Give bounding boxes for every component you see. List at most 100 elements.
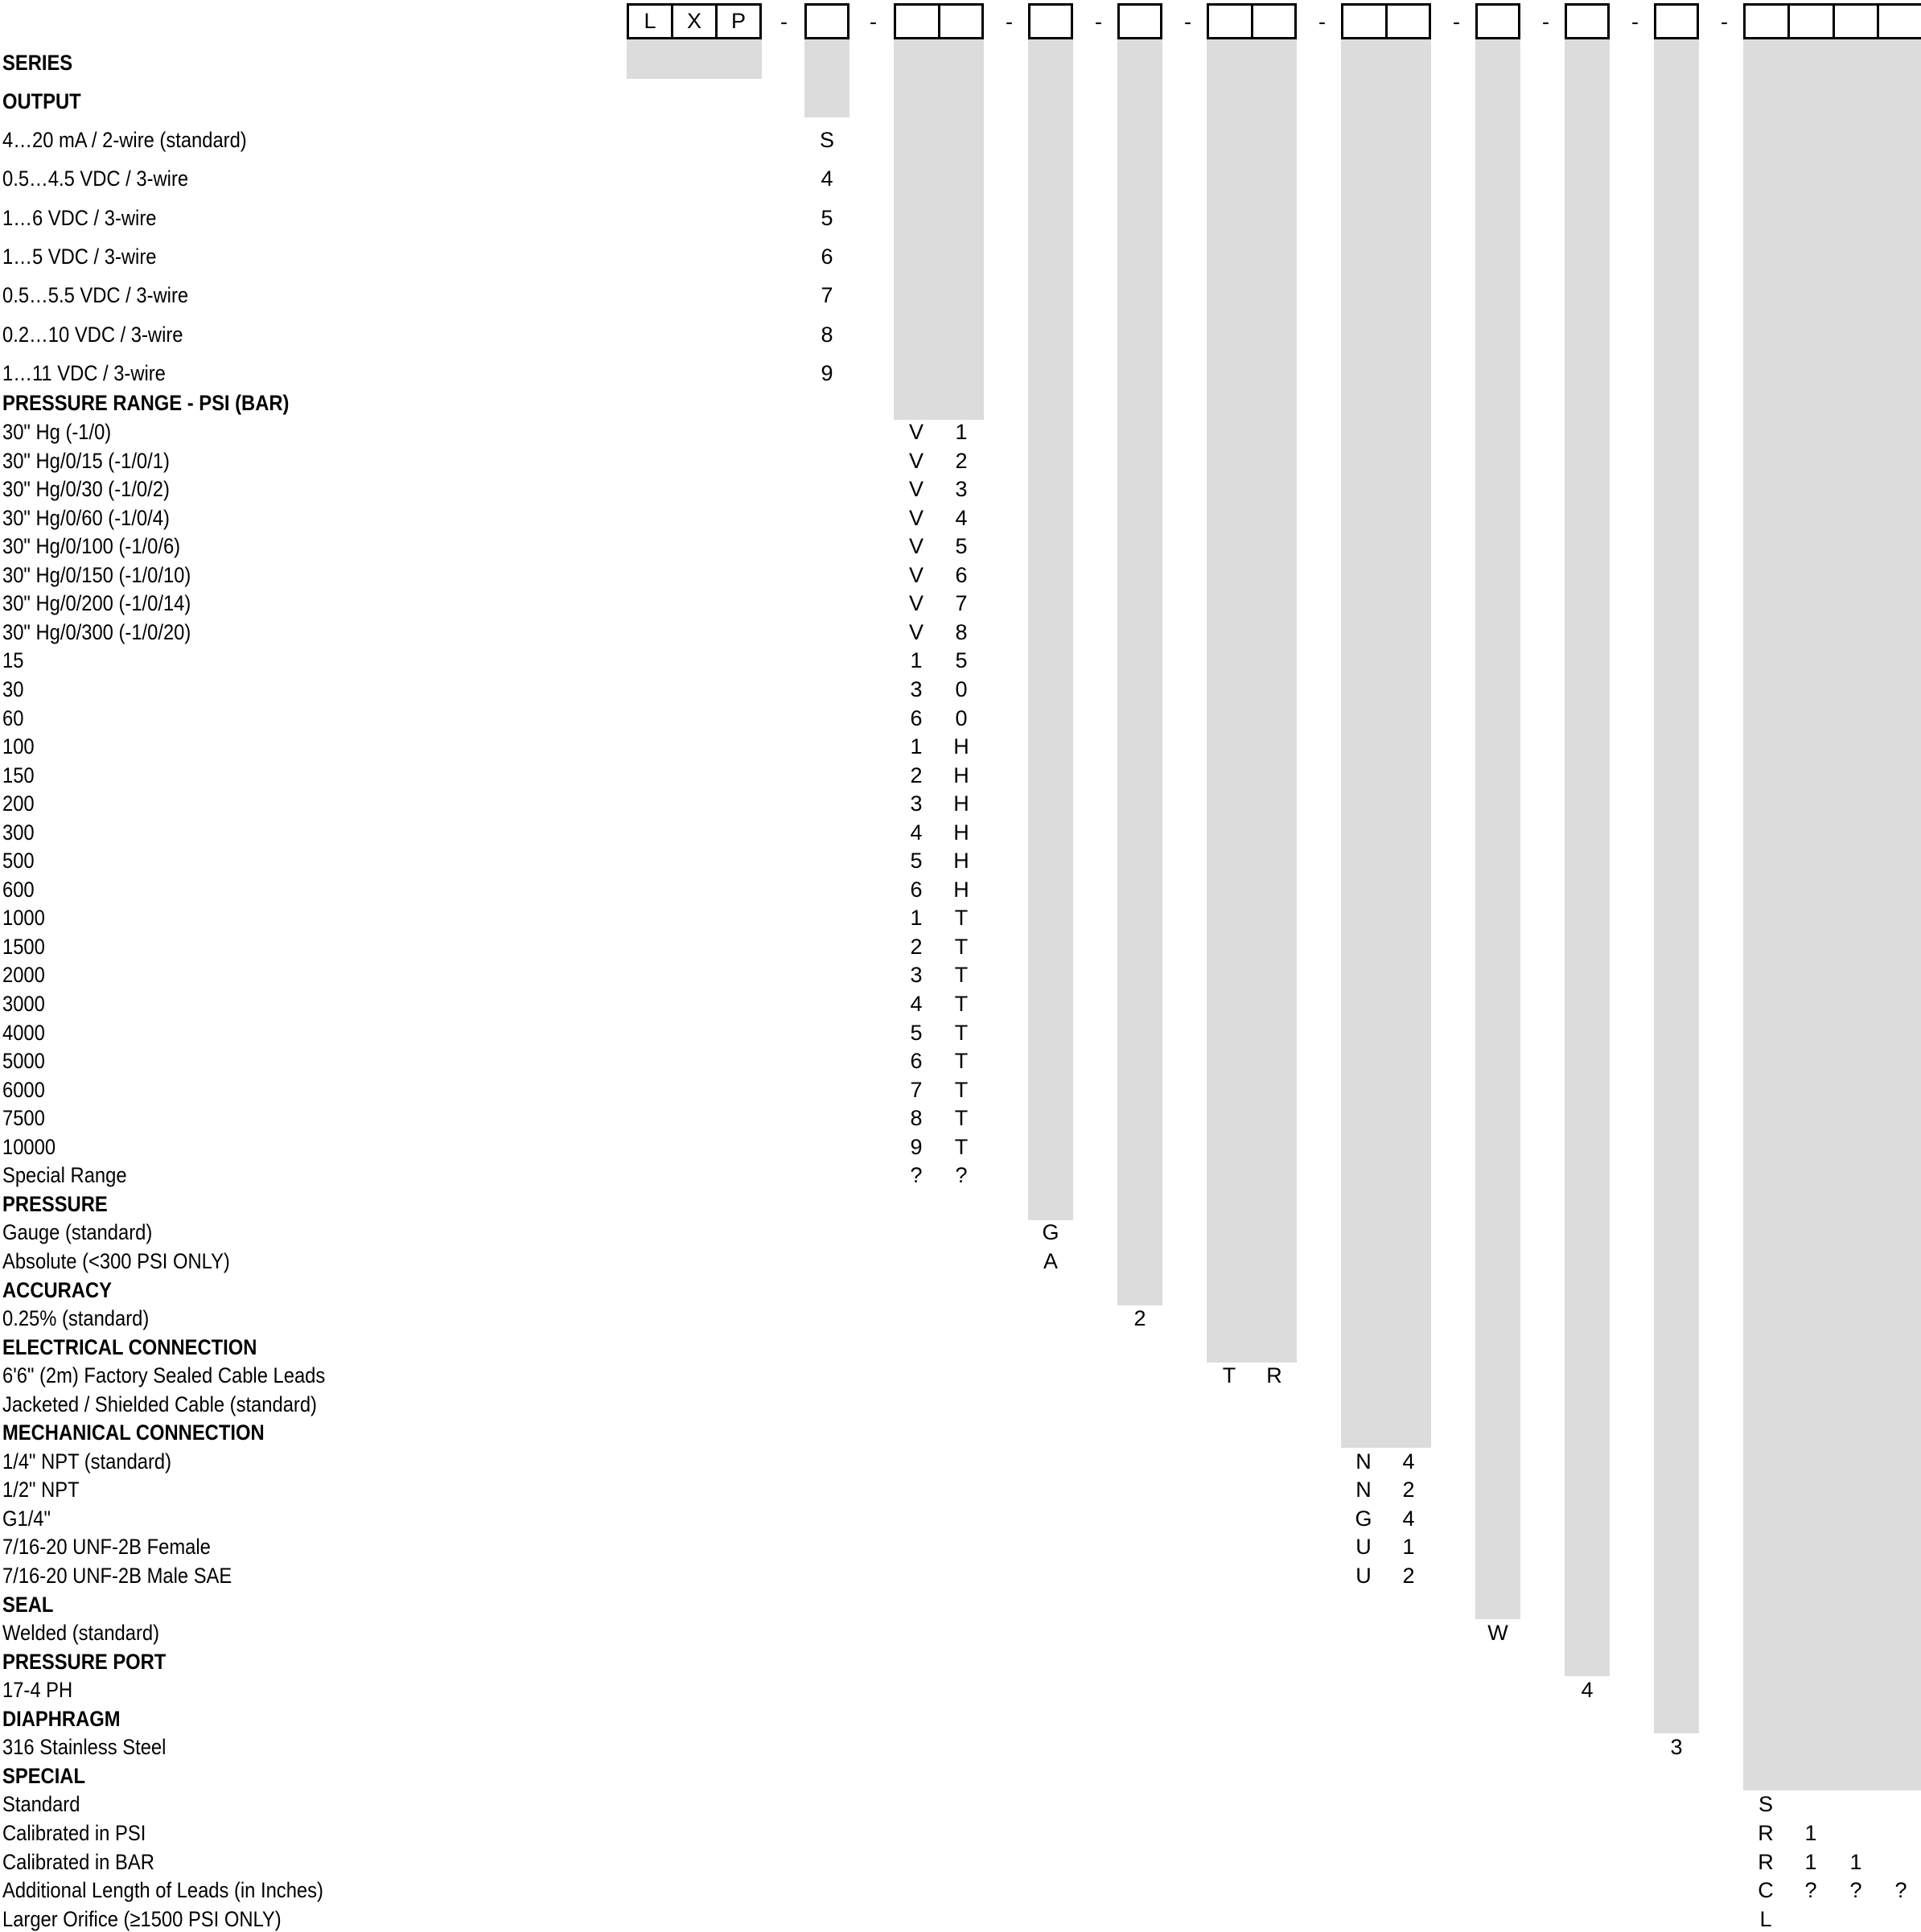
- option-code: H: [953, 820, 969, 845]
- code-cell: [1120, 6, 1160, 37]
- option-code: 1: [955, 420, 968, 444]
- code-box-g3: [1028, 3, 1073, 39]
- option-code: U: [1355, 1564, 1372, 1588]
- option-label: 17-4 PH: [2, 1678, 73, 1703]
- option-code: L: [1759, 1906, 1772, 1931]
- code-cell: [896, 6, 940, 37]
- option-code: V: [908, 619, 923, 644]
- option-label: Calibrated in BAR: [2, 1849, 154, 1874]
- option-code: S: [819, 128, 834, 152]
- separator-dash: -: [870, 10, 877, 34]
- option-code: 8: [955, 619, 968, 644]
- option-label: 30" Hg/0/300 (-1/0/20): [2, 619, 191, 644]
- separator-dash: -: [1184, 10, 1191, 34]
- code-cell: [1656, 6, 1697, 37]
- section-heading: PRESSURE RANGE - PSI (BAR): [2, 391, 290, 415]
- option-code: T: [954, 934, 969, 959]
- code-column-band-g9: [1654, 39, 1699, 1733]
- option-code: R: [1266, 1363, 1282, 1388]
- separator-dash: -: [1318, 10, 1326, 34]
- option-code: 2: [910, 934, 923, 959]
- code-column-band-g3: [1028, 39, 1073, 1220]
- option-code: T: [954, 1049, 969, 1074]
- option-code: 4: [955, 505, 968, 530]
- code-column-band-g2: [894, 39, 984, 420]
- section-heading: DIAPHRAGM: [2, 1706, 121, 1731]
- code-column-band-g6: [1341, 39, 1431, 1448]
- option-code: 3: [910, 791, 923, 816]
- option-label: 4…20 mA / 2-wire (standard): [2, 128, 247, 152]
- option-code: 2: [910, 763, 923, 787]
- option-code: N: [1355, 1478, 1372, 1502]
- code-cell: [1790, 6, 1835, 37]
- option-label: 4000: [2, 1020, 45, 1045]
- option-label: 0.2…10 VDC / 3-wire: [2, 322, 183, 347]
- option-label: 0.25% (standard): [2, 1306, 150, 1331]
- option-label: G1/4": [2, 1506, 51, 1531]
- option-code: 6: [910, 877, 923, 902]
- option-code: V: [908, 591, 923, 616]
- option-code: 5: [821, 205, 833, 230]
- option-label: 2000: [2, 963, 45, 988]
- option-code: ?: [1849, 1878, 1862, 1903]
- code-cell: [807, 6, 847, 37]
- option-label: 6000: [2, 1077, 45, 1102]
- option-label: 500: [2, 849, 35, 874]
- code-cell: P: [730, 9, 746, 33]
- option-code: 5: [955, 648, 968, 673]
- separator-dash: -: [780, 10, 788, 34]
- option-label: Welded (standard): [2, 1621, 160, 1646]
- option-code: 7: [821, 283, 833, 308]
- option-label: 316 Stainless Steel: [2, 1735, 167, 1760]
- option-code: 4: [1402, 1506, 1415, 1531]
- option-label: 100: [2, 734, 35, 759]
- option-code: U: [1355, 1535, 1372, 1560]
- code-box-g2: [894, 3, 984, 39]
- separator-dash: -: [1453, 10, 1460, 34]
- option-code: T: [954, 1134, 969, 1159]
- separator-dash: -: [1095, 10, 1102, 34]
- option-label: Calibrated in PSI: [2, 1820, 146, 1845]
- option-code: T: [954, 1020, 969, 1045]
- option-code: V: [908, 562, 923, 587]
- option-code: 2: [1402, 1478, 1415, 1502]
- option-label: Jacketed / Shielded Cable (standard): [2, 1391, 317, 1416]
- option-label: Gauge (standard): [2, 1220, 153, 1245]
- section-heading: PRESSURE: [2, 1191, 108, 1216]
- option-code: 1: [1804, 1849, 1817, 1874]
- option-label: 200: [2, 791, 35, 816]
- code-cell: [1478, 6, 1518, 37]
- option-code: V: [908, 505, 923, 530]
- option-label: 3000: [2, 992, 45, 1016]
- code-box-g10: [1743, 3, 1921, 39]
- option-code: T: [954, 963, 969, 988]
- option-code: H: [953, 849, 969, 874]
- code-box-g7: [1475, 3, 1520, 39]
- option-code: V: [908, 448, 923, 473]
- code-cell: [1030, 6, 1071, 37]
- option-code: 6: [821, 244, 833, 269]
- option-code: T: [954, 1077, 969, 1102]
- option-code: 2: [1402, 1564, 1415, 1588]
- option-code: 7: [910, 1077, 923, 1102]
- option-label: 30" Hg/0/15 (-1/0/1): [2, 448, 170, 473]
- option-code: H: [953, 734, 969, 759]
- code-cell: [1835, 6, 1879, 37]
- option-code: 4: [821, 166, 833, 191]
- option-code: T: [954, 1106, 969, 1131]
- option-code: 5: [955, 534, 968, 559]
- option-code: ?: [1804, 1878, 1817, 1903]
- option-code: 8: [821, 322, 833, 347]
- section-heading: SPECIAL: [2, 1763, 85, 1788]
- code-cell: [1253, 6, 1295, 37]
- option-code: 6: [910, 1049, 923, 1074]
- option-code: 5: [910, 1020, 923, 1045]
- option-code: 0: [955, 676, 968, 701]
- option-label: 30" Hg/0/60 (-1/0/4): [2, 505, 170, 530]
- section-heading: PRESSURE PORT: [2, 1649, 167, 1674]
- option-code: 1: [1402, 1535, 1415, 1560]
- option-code: 1: [910, 734, 923, 759]
- option-code: ?: [910, 1163, 923, 1188]
